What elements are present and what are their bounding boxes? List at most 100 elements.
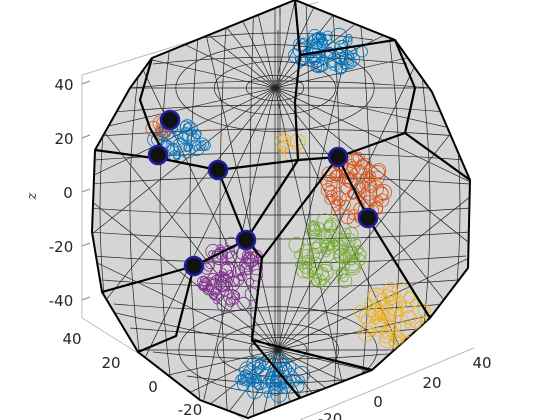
particle-ring — [394, 307, 404, 317]
particle-ring — [354, 254, 367, 266]
facet-edges — [94, 0, 471, 399]
particle-ring — [397, 300, 406, 309]
particle-ring — [254, 358, 266, 370]
particle-ring — [352, 251, 361, 260]
particle-ring — [166, 132, 179, 146]
particle-ring — [344, 34, 353, 43]
particle-ring — [238, 257, 254, 273]
cluster-orange — [320, 151, 393, 228]
particle-ring — [320, 183, 335, 198]
mesh-ring — [175, 44, 375, 132]
particle-ring — [311, 273, 327, 289]
particle-ring — [215, 293, 224, 302]
particle-ring — [199, 139, 211, 151]
particle-ring — [240, 257, 253, 270]
particle-ring — [205, 279, 223, 296]
particle-ring — [354, 245, 364, 255]
mesh-line — [277, 61, 418, 351]
particle-ring — [361, 176, 376, 191]
mesh-line — [277, 349, 470, 418]
y-tick-label: 20 — [101, 354, 120, 372]
particle-ring — [301, 267, 314, 279]
particle-ring — [310, 256, 323, 269]
mesh-line — [277, 99, 470, 351]
particle-ring — [375, 184, 393, 201]
particle-ring — [330, 207, 341, 217]
particle-ring — [324, 217, 340, 233]
z-tick-marks — [81, 80, 91, 301]
mesh-line — [206, 37, 279, 351]
particle-ring — [251, 375, 260, 385]
mesh-line — [274, 0, 347, 89]
particle-ring — [344, 258, 362, 276]
particle-ring — [299, 261, 313, 274]
particle-ring — [305, 222, 321, 238]
particle-ring — [318, 238, 329, 249]
particle-ring — [340, 199, 351, 211]
particle-ring — [341, 171, 358, 188]
particle-ring — [404, 321, 412, 329]
particle-ring — [325, 57, 336, 69]
cluster-blue — [235, 353, 311, 403]
particle-ring — [312, 239, 327, 253]
y-tick-label: 40 — [62, 330, 81, 348]
mesh-line — [92, 150, 279, 351]
particle-ring — [321, 174, 338, 192]
particle-ring — [356, 158, 368, 170]
mesh-line — [203, 0, 276, 89]
particle-ring — [337, 273, 353, 289]
mesh-line — [92, 87, 276, 288]
particle-ring — [279, 134, 287, 142]
cluster-blue — [288, 27, 368, 75]
z-tick-label: -20 — [49, 238, 74, 256]
particle-ring — [215, 274, 224, 283]
mesh-line — [274, 87, 470, 228]
particle-ring — [344, 54, 353, 63]
particle-ring — [340, 210, 355, 225]
mesh-ring — [213, 61, 337, 115]
z-tick-label: 20 — [54, 130, 73, 148]
particle-ring — [353, 247, 367, 261]
z-axis-label: z — [25, 192, 40, 200]
particle-ring — [419, 317, 427, 325]
particle-ring — [324, 193, 336, 205]
particle-ring — [380, 304, 397, 321]
particle-ring — [242, 365, 257, 379]
particle-ring — [392, 281, 409, 298]
site-marker — [235, 229, 257, 251]
particle-ring — [373, 305, 385, 317]
particle-ring — [346, 52, 361, 67]
particle-ring — [379, 332, 396, 349]
mesh-line — [92, 278, 279, 351]
particle-ring — [216, 244, 225, 253]
particle-ring — [331, 191, 347, 207]
particle-ring — [278, 357, 287, 366]
particle-ring — [316, 263, 334, 281]
particle-ring — [182, 127, 197, 143]
particle-ring — [325, 228, 340, 244]
particle-ring — [389, 308, 398, 317]
particle-ring — [216, 296, 234, 313]
particle-ring — [277, 381, 286, 390]
particle-ring — [374, 304, 383, 312]
cluster-yellow — [353, 281, 431, 349]
mesh-line — [92, 349, 279, 418]
particle-ring — [270, 386, 288, 403]
particle-ring — [360, 184, 378, 201]
particle-ring — [375, 193, 390, 208]
mesh-line — [92, 210, 279, 351]
particle-ring — [359, 173, 369, 184]
particle-ring — [400, 302, 413, 314]
mesh-line — [274, 87, 347, 401]
y-tick-label: 0 — [148, 378, 158, 396]
mesh-ring — [245, 75, 305, 101]
particle-ring — [246, 372, 262, 388]
particle-ring — [253, 375, 268, 390]
cluster-purple — [197, 236, 263, 313]
particle-ring — [183, 121, 198, 137]
particle-ring — [300, 249, 314, 262]
mesh-line — [135, 0, 276, 89]
particle-ring — [235, 374, 247, 385]
x-axis-line — [299, 347, 475, 420]
